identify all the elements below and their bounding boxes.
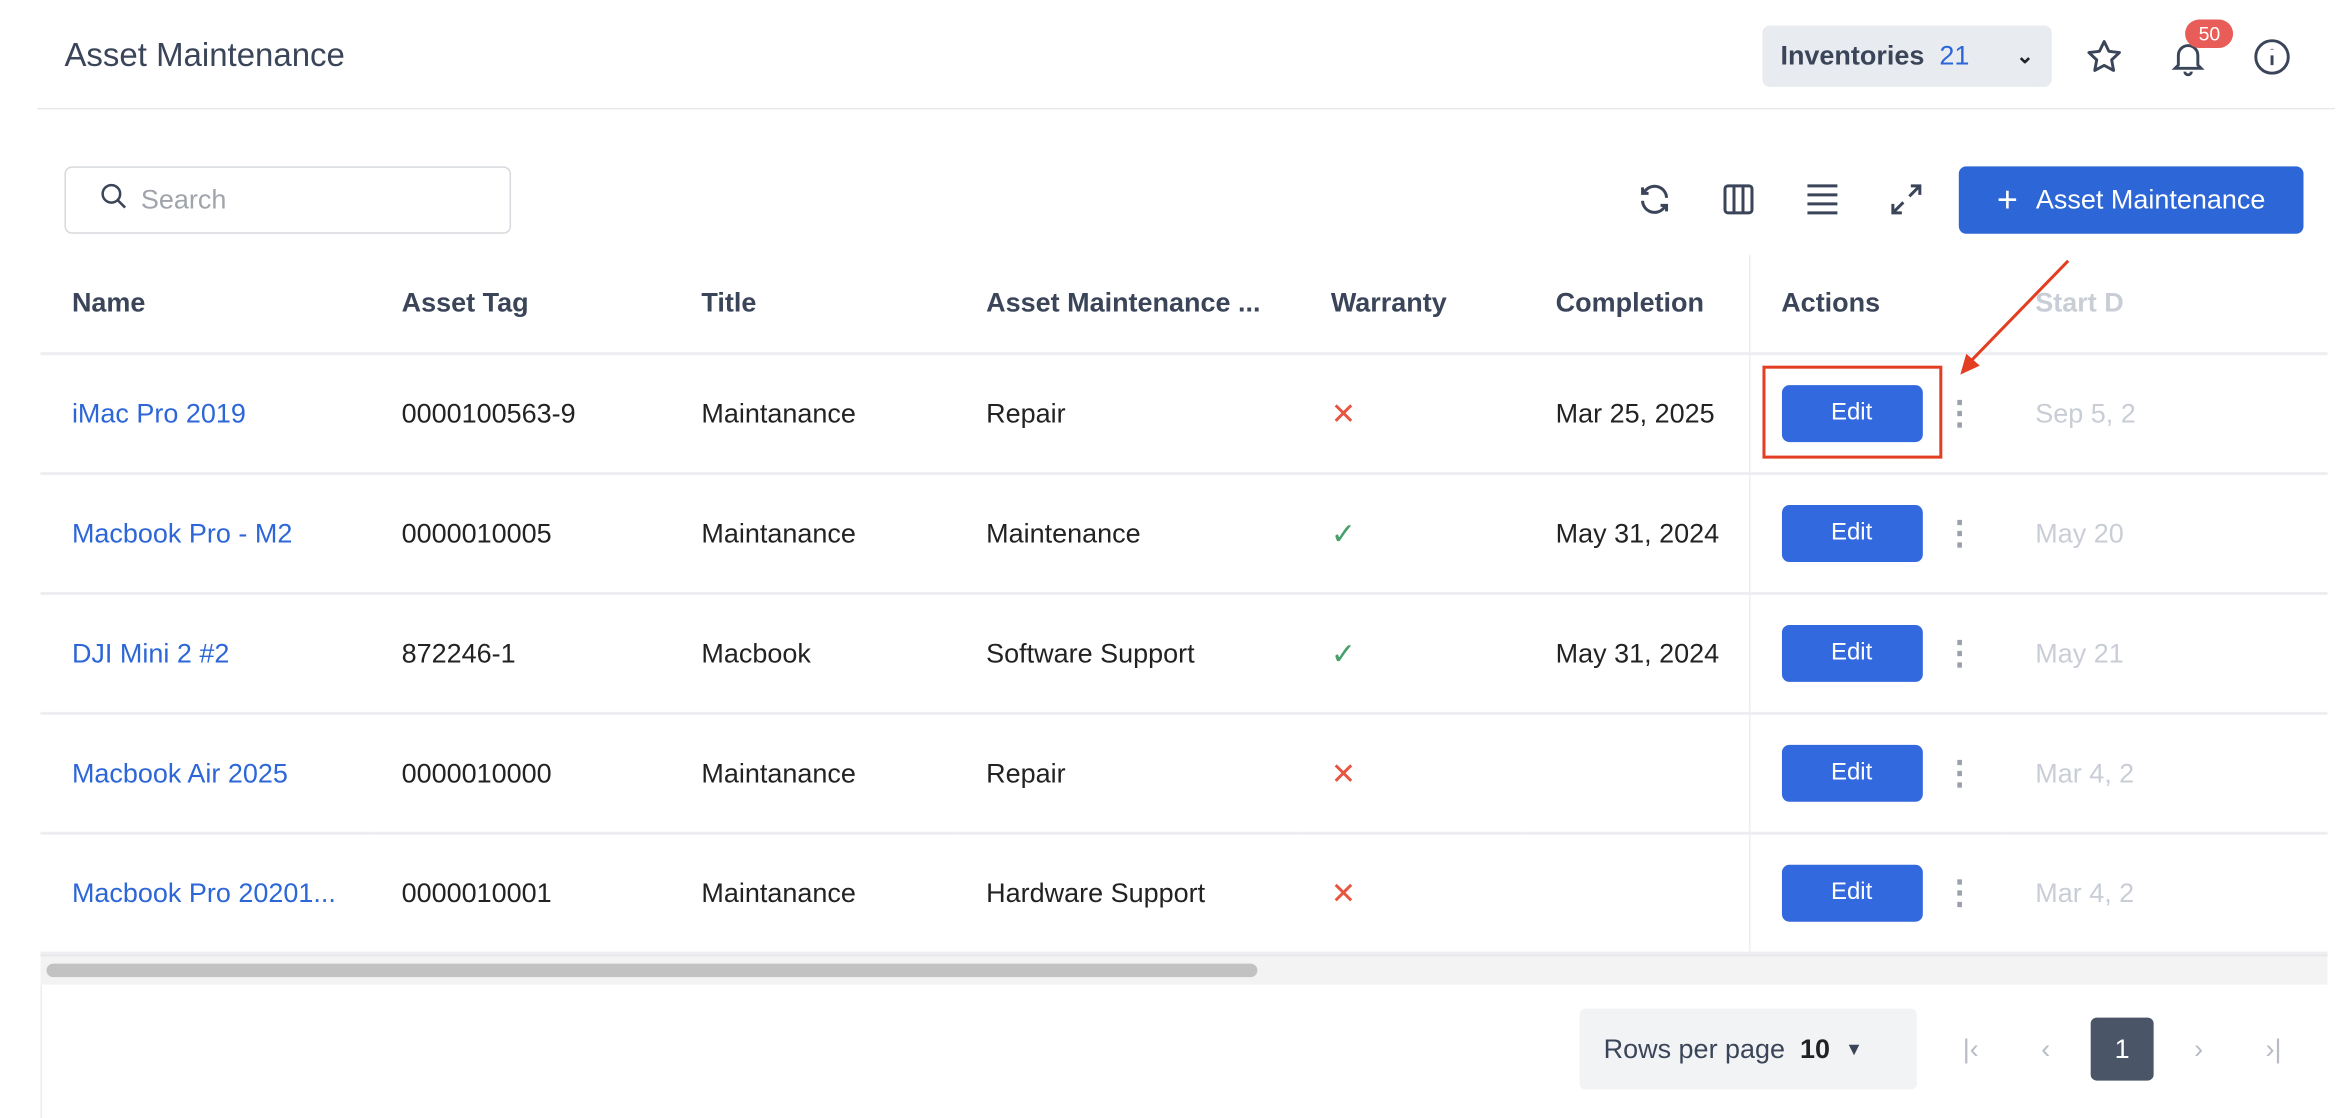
search-box[interactable]: [64, 166, 512, 234]
maintenance-type: Software Support: [954, 593, 1300, 715]
search-input[interactable]: [140, 184, 471, 216]
maintenance-title: Macbook: [669, 593, 955, 715]
add-button-label: Asset Maintenance: [2035, 184, 2266, 215]
check-icon: ✓: [1330, 517, 1356, 551]
table-row: DJI Mini 2 #2 872246-1 Macbook Software …: [40, 593, 2328, 715]
last-page-icon[interactable]: ›|: [2265, 1033, 2282, 1064]
add-asset-maintenance-button[interactable]: + Asset Maintenance: [1958, 166, 2304, 234]
horizontal-scrollbar[interactable]: [40, 954, 2328, 985]
maintenance-title: Maintanance: [669, 353, 955, 476]
maintenance-title: Maintanance: [669, 833, 955, 955]
maintenance-type: Maintenance: [954, 473, 1300, 595]
asset-tag: 0000010005: [370, 473, 670, 595]
start-date: Sep 5, 2: [2003, 353, 2328, 476]
cross-icon: ✕: [1330, 757, 1356, 791]
table-row: Macbook Air 2025 0000010000 Maintanance …: [40, 713, 2328, 835]
asset-tag: 0000100563-9: [370, 353, 670, 476]
maintenance-type: Repair: [954, 353, 1300, 476]
bell-icon[interactable]: [2164, 33, 2212, 81]
page-button-current[interactable]: 1: [2090, 1017, 2154, 1081]
caret-down-icon: ▼: [1845, 1038, 1863, 1060]
first-page-icon[interactable]: |‹: [1962, 1033, 1979, 1064]
edit-button[interactable]: Edit: [1781, 864, 1923, 922]
column-header-actions: Actions: [1748, 254, 2004, 356]
prev-page-icon[interactable]: ‹: [2041, 1033, 2051, 1064]
rows-per-page-value: 10: [1800, 1033, 1831, 1064]
inventories-count: 21: [1939, 40, 1970, 71]
annotation-arrow-icon: [1960, 259, 2070, 375]
column-header-maintenance-type[interactable]: Asset Maintenance ...: [954, 254, 1300, 356]
maintenance-type: Hardware Support: [954, 833, 1300, 955]
header-divider: [37, 107, 2335, 110]
inventories-label: Inventories: [1780, 40, 1925, 71]
start-date: Mar 4, 2: [2003, 833, 2328, 955]
completion-date: [1524, 713, 1749, 835]
column-header-name[interactable]: Name: [40, 254, 371, 356]
asset-tag: 872246-1: [370, 593, 670, 715]
actions-cell: Edit ⋮: [1748, 833, 2004, 955]
page-title: Asset Maintenance: [64, 35, 345, 74]
table-row: Macbook Pro - M2 0000010005 Maintanance …: [40, 473, 2328, 595]
actions-cell: Edit ⋮: [1748, 593, 2004, 715]
table-header-row: Name Asset Tag Title Asset Maintenance .…: [40, 254, 2328, 356]
start-date: May 20: [2003, 473, 2328, 595]
column-header-completion[interactable]: Completion: [1524, 254, 1749, 356]
more-options-icon[interactable]: ⋮: [1943, 514, 1977, 552]
asset-name-link[interactable]: DJI Mini 2 #2: [40, 593, 371, 715]
next-page-icon[interactable]: ›: [2194, 1033, 2204, 1064]
start-date: Mar 4, 2: [2003, 713, 2328, 835]
table-footer: [40, 984, 2327, 1118]
actions-cell: Edit ⋮: [1748, 473, 2004, 595]
asset-name-link[interactable]: Macbook Pro - M2: [40, 473, 371, 595]
asset-maintenance-table: Name Asset Tag Title Asset Maintenance .…: [40, 254, 2328, 955]
check-icon: ✓: [1330, 637, 1356, 671]
actions-cell: Edit ⋮: [1748, 713, 2004, 835]
edit-button[interactable]: Edit: [1781, 385, 1923, 443]
asset-name-link[interactable]: iMac Pro 2019: [40, 353, 371, 476]
table-row: Macbook Pro 20201... 0000010001 Maintana…: [40, 833, 2328, 955]
plus-icon: +: [1996, 179, 2018, 220]
fullscreen-icon[interactable]: [1885, 178, 1927, 220]
info-icon[interactable]: [2248, 33, 2296, 81]
scrollbar-thumb[interactable]: [46, 963, 1258, 978]
table-row: iMac Pro 2019 0000100563-9 Maintanance R…: [40, 353, 2328, 476]
more-options-icon[interactable]: ⋮: [1943, 394, 1977, 432]
more-options-icon[interactable]: ⋮: [1943, 633, 1977, 672]
completion-date: Mar 25, 2025: [1524, 353, 1749, 476]
asset-tag: 0000010000: [370, 713, 670, 835]
cross-icon: ✕: [1330, 877, 1356, 911]
completion-date: May 31, 2024: [1524, 473, 1749, 595]
asset-name-link[interactable]: Macbook Air 2025: [40, 713, 371, 835]
completion-date: May 31, 2024: [1524, 593, 1749, 715]
edit-button[interactable]: Edit: [1781, 624, 1923, 682]
inventories-dropdown[interactable]: Inventories 21 ⌄: [1762, 25, 2052, 87]
column-header-asset-tag[interactable]: Asset Tag: [370, 254, 670, 356]
more-options-icon[interactable]: ⋮: [1943, 753, 1977, 792]
cross-icon: ✕: [1330, 397, 1356, 431]
star-icon[interactable]: [2080, 33, 2128, 81]
asset-tag: 0000010001: [370, 833, 670, 955]
notification-badge: 50: [2185, 19, 2234, 48]
edit-button[interactable]: Edit: [1781, 744, 1923, 802]
chevron-down-icon: ⌄: [2016, 43, 2034, 68]
column-header-title[interactable]: Title: [669, 254, 955, 356]
rows-per-page-select[interactable]: Rows per page 10 ▼: [1579, 1008, 1917, 1090]
maintenance-title: Maintanance: [669, 473, 955, 595]
columns-icon[interactable]: [1718, 178, 1760, 220]
maintenance-title: Maintanance: [669, 713, 955, 835]
highlight-box: [1762, 365, 1943, 459]
refresh-icon[interactable]: [1634, 178, 1676, 220]
maintenance-type: Repair: [954, 713, 1300, 835]
start-date: May 21: [2003, 593, 2328, 715]
search-icon: [99, 181, 129, 218]
more-options-icon[interactable]: ⋮: [1943, 873, 1977, 912]
column-header-warranty[interactable]: Warranty: [1299, 254, 1525, 356]
density-icon[interactable]: [1801, 178, 1843, 220]
rows-per-page-label: Rows per page: [1603, 1033, 1786, 1064]
asset-name-link[interactable]: Macbook Pro 20201...: [40, 833, 371, 955]
edit-button[interactable]: Edit: [1781, 505, 1923, 563]
completion-date: [1524, 833, 1749, 955]
